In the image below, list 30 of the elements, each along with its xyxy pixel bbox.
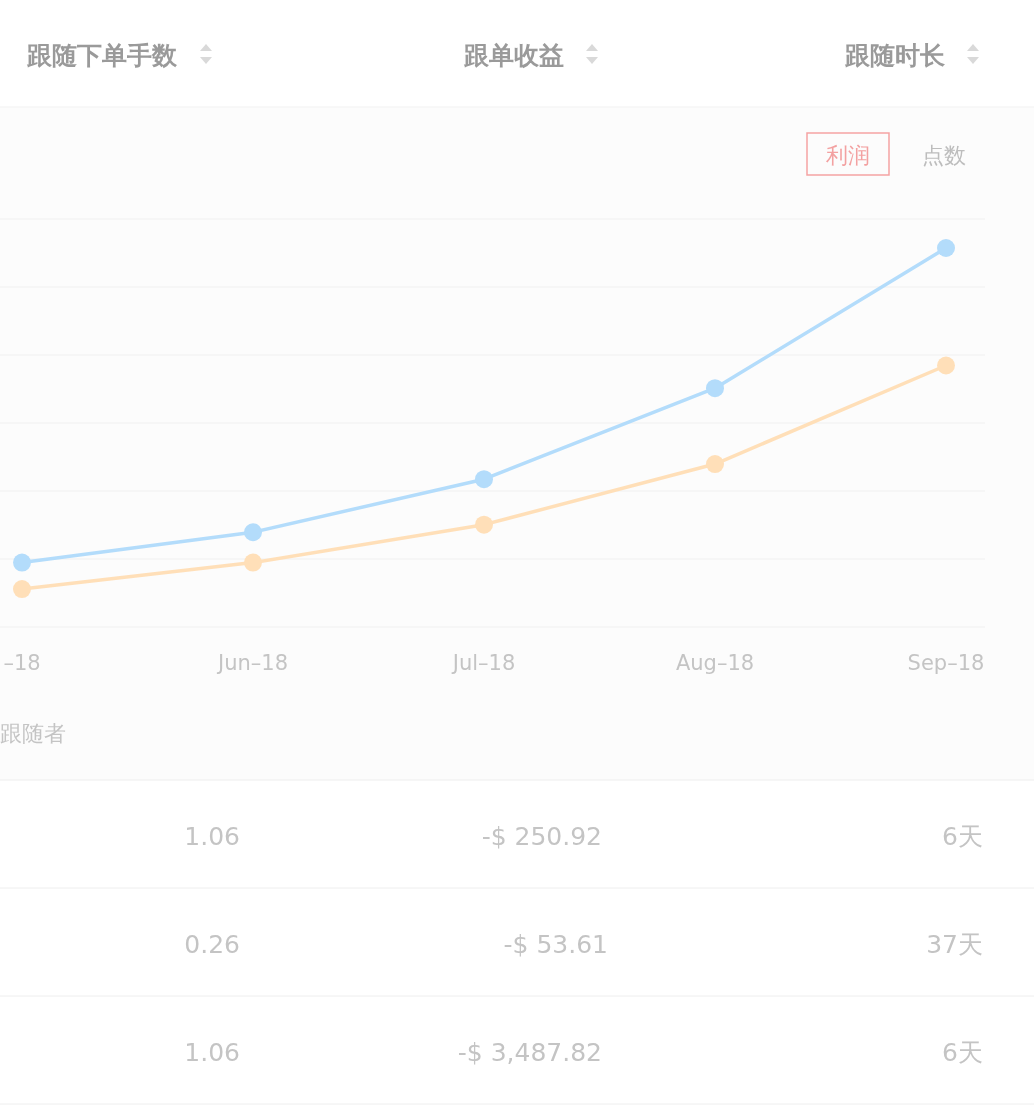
text: 37天: [926, 930, 983, 959]
text: 跟随下单手数: [26, 41, 178, 70]
point: [244, 523, 262, 542]
point: [13, 580, 31, 599]
text: 跟随时长: [844, 41, 945, 70]
x-tick-label: Jul–18: [450, 651, 516, 675]
x-tick-label: Aug–18: [675, 651, 755, 675]
point: [706, 379, 724, 398]
text: 0.26: [184, 930, 240, 959]
point: [475, 470, 493, 489]
x-tick-label: Sep–18: [907, 651, 985, 675]
point: [937, 239, 955, 257]
x-tick-label: –18: [3, 651, 41, 675]
x-tick-label: Jun–18: [215, 651, 289, 675]
point: [13, 553, 31, 572]
point: [244, 553, 262, 572]
text: -$ 53.61: [503, 930, 608, 959]
text: -$ 250.92: [481, 822, 602, 851]
text: 点数: [922, 143, 966, 168]
text: 跟随者: [0, 721, 66, 746]
text: 跟单收益: [463, 41, 564, 70]
point: [937, 356, 955, 375]
text: 6天: [942, 1038, 983, 1067]
text: 6天: [942, 822, 983, 851]
text: 利润: [826, 143, 870, 168]
text: -$ 3,487.82: [457, 1038, 602, 1067]
point: [706, 455, 724, 474]
text: 1.06: [184, 1038, 240, 1067]
text: 1.06: [184, 822, 240, 851]
point: [475, 515, 493, 534]
